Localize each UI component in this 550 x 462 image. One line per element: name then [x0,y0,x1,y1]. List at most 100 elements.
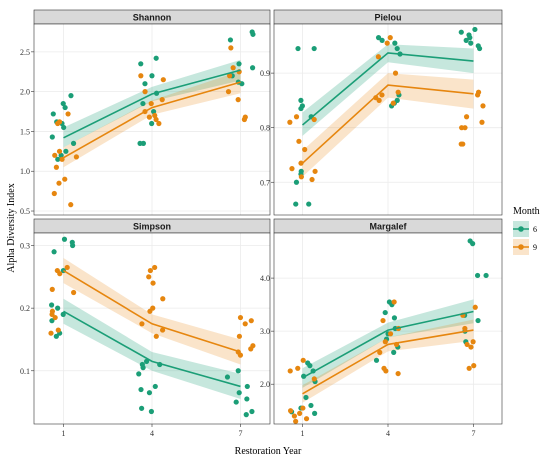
points-month-6 [49,29,256,162]
y-tick-label: 2.0 [260,380,270,389]
data-point [139,405,145,411]
data-point [147,308,153,314]
data-point [57,271,63,277]
data-point [377,349,383,355]
data-point [236,61,242,67]
data-point [293,179,300,185]
data-point [228,45,234,51]
data-point [241,116,247,123]
panel-border [33,232,271,425]
data-point [49,134,55,140]
data-point [375,54,381,60]
data-point [244,383,250,390]
data-point [295,45,301,52]
data-point [458,29,464,35]
y-tick-label: 2.0 [20,88,30,97]
data-point [137,140,143,146]
data-point [53,333,59,339]
data-point [468,344,474,350]
legend-title: Month [513,206,540,217]
panel-simpson: Simpson 0.1 0.2 0.3 1 4 7 [20,218,271,438]
data-point [63,148,69,154]
data-point [55,327,61,333]
data-point [380,317,386,324]
data-point [138,386,144,393]
panel-border [273,232,503,425]
data-point [55,305,61,311]
y-tick-label: 0.5 [20,207,30,216]
data-point [68,93,74,99]
data-point [464,341,470,348]
strip-label: Simpson [133,222,171,232]
data-point [376,97,382,103]
data-point [227,73,233,79]
data-point [471,363,477,369]
data-point [392,40,398,46]
data-point [309,176,315,183]
data-point [56,119,63,125]
data-point [159,327,166,333]
y-tick-label: 0.2 [20,304,30,313]
ci-band-month-9 [302,73,474,177]
x-tick-label: 7 [472,429,476,438]
data-point [311,376,317,382]
data-point [233,399,239,405]
data-point [250,31,256,37]
data-point [391,349,397,355]
data-point [62,176,68,182]
data-point [152,264,158,271]
data-point [62,104,68,111]
data-point [289,166,295,172]
data-point [379,37,385,43]
y-tick-label: 0.9 [260,69,270,78]
data-point [142,81,148,87]
y-axis-title: Alpha Diversity Index [6,183,17,272]
data-point [384,40,390,46]
data-point [53,164,60,170]
data-point [383,368,389,374]
data-point [293,201,299,207]
trend-line-month-9 [63,81,241,159]
facet-panels: Shannon 0.5 1.0 1.5 2.0 2.5 Pielou 0.7 0.8 0.9 Sim… [20,9,503,438]
data-point [160,77,166,83]
data-point [68,202,74,208]
y-tick-label: 0.8 [260,124,270,133]
data-point [306,201,312,207]
data-point [480,103,486,109]
data-point [248,318,254,324]
legend: Month 6 9 [513,206,540,255]
data-point [311,116,317,123]
trend-line-month-9 [301,84,474,164]
data-point [475,317,481,324]
data-point [287,119,293,125]
data-point [395,370,401,377]
data-point [235,97,241,103]
y-tick-label: 4.0 [260,274,270,283]
data-point [476,45,483,52]
data-point [463,114,470,120]
data-point [73,154,79,160]
data-point [224,374,231,380]
data-point [394,45,400,52]
data-point [153,116,159,123]
data-point [458,141,464,147]
ci-band-month-6 [302,44,474,136]
data-point [375,35,382,41]
data-point [298,160,304,166]
data-point [387,331,394,337]
data-point [467,35,473,41]
data-point [136,371,142,377]
data-point [237,314,244,321]
data-point [312,168,318,174]
data-point [146,274,152,280]
data-point [49,302,55,308]
data-point [311,45,317,52]
y-tick-label: 3.0 [260,327,270,336]
points-month-6 [49,236,255,418]
data-point [61,124,67,131]
data-point [51,249,57,255]
data-point [468,40,474,46]
x-tick-label: 1 [62,429,66,438]
data-point [148,408,155,415]
